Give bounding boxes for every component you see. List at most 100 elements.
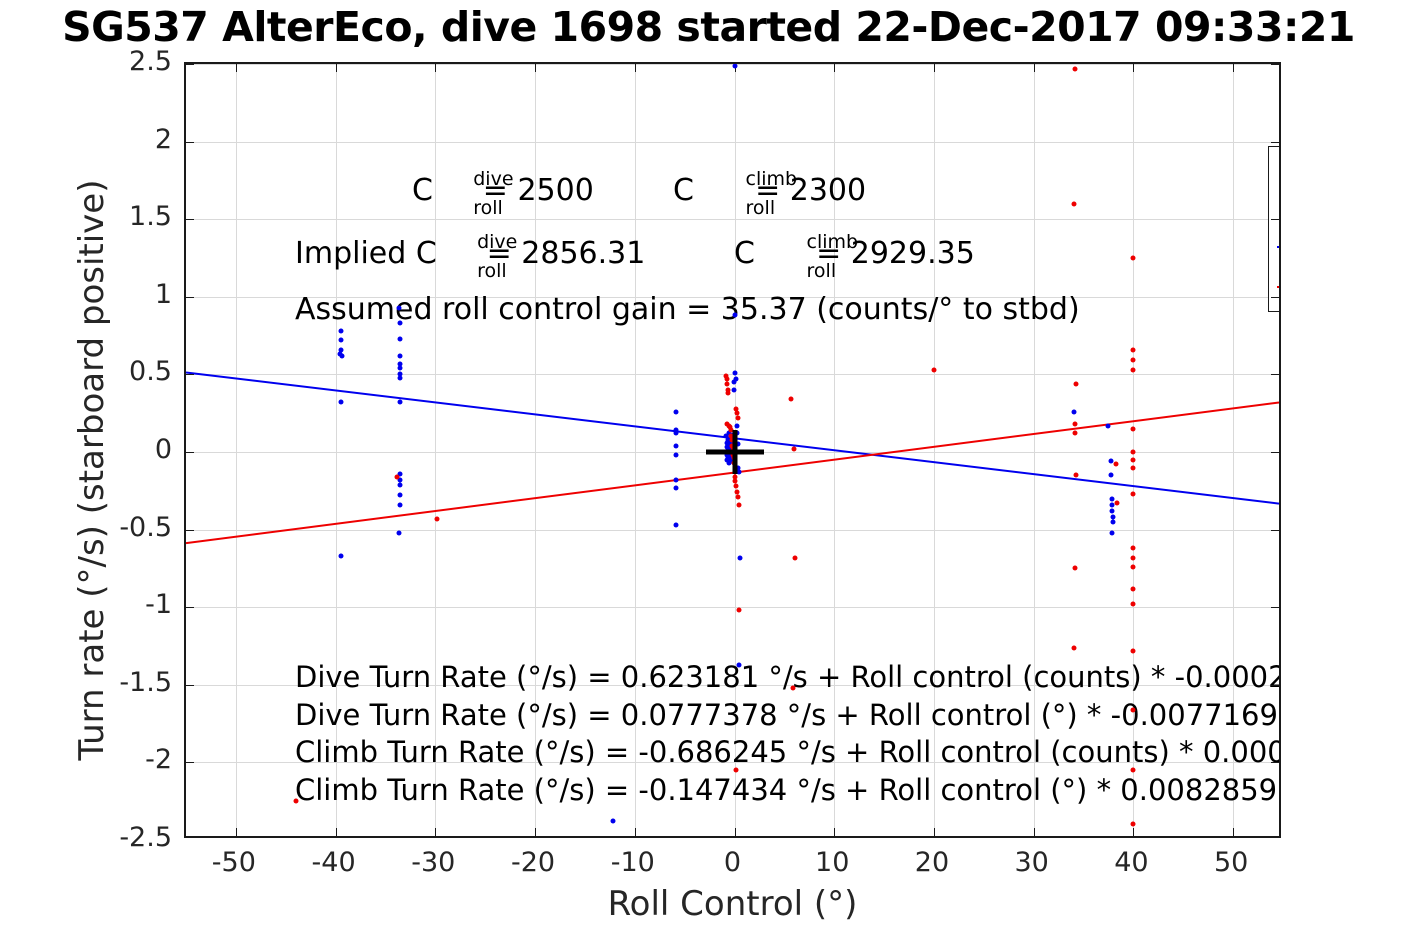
scatter-point-dive: [396, 305, 402, 311]
legend-marker-data2: [1269, 267, 1279, 307]
scatter-point-dive: [673, 522, 679, 528]
x-axis-tick: [335, 828, 337, 836]
scatter-point-climb: [725, 387, 731, 393]
x-axis-label: Roll Control (°): [607, 884, 858, 924]
x-axis-tick: [1133, 828, 1135, 836]
equation-climb-counts: Climb Turn Rate (°/s) = -0.686245 °/s + …: [295, 735, 1281, 769]
scatter-point-dive: [673, 443, 679, 449]
y-tick-label: -2.5: [119, 822, 172, 853]
legend-item-Climb[interactable]: Climb: [1269, 187, 1279, 227]
scatter-point-dive: [1108, 458, 1114, 464]
scatter-point-dive: [735, 441, 741, 447]
y-axis-tick: [1271, 684, 1279, 686]
legend-marker-data1: [1269, 227, 1279, 267]
scatter-point-climb: [1073, 472, 1079, 478]
gridline-vertical: [235, 64, 237, 836]
y-axis-tick: [1271, 374, 1279, 376]
x-axis-tick: [734, 828, 736, 836]
scatter-point-climb: [736, 607, 742, 613]
x-tick-label: 40: [1114, 847, 1149, 878]
annotation-croll-dive: Cdiverolldive = 2500: [412, 168, 594, 219]
scatter-point-climb: [732, 478, 738, 484]
scatter-point-dive: [673, 452, 679, 458]
y-tick-label: 1.5: [129, 201, 172, 233]
scatter-point-climb: [729, 443, 734, 449]
scatter-point-dive: [1110, 514, 1116, 520]
scatter-point-climb: [735, 494, 741, 500]
scatter-point-climb: [1130, 545, 1136, 551]
scatter-point-climb: [1130, 457, 1136, 463]
gridline-horizontal: [186, 296, 1279, 298]
equation-dive-counts: Dive Turn Rate (°/s) = 0.623181 °/s + Ro…: [295, 660, 1281, 694]
scatter-point-climb: [791, 446, 797, 452]
scatter-point-dive: [1109, 496, 1115, 502]
y-tick-label: 0: [154, 434, 172, 465]
scatter-point-dive: [734, 423, 740, 429]
annotation-implied-croll-dive: Implied Cdiverolldive = 2856.31: [295, 231, 646, 282]
x-axis-tick: [933, 828, 935, 836]
scatter-point-dive: [397, 477, 403, 483]
scatter-point-climb: [733, 483, 739, 489]
scatter-point-dive: [397, 371, 403, 377]
y-axis-tick: [1271, 141, 1279, 143]
scatter-point-dive: [338, 399, 344, 405]
scatter-point-dive: [397, 361, 403, 367]
y-axis-tick: [186, 529, 194, 531]
x-axis-tick: [834, 64, 836, 72]
y-axis-tick: [1271, 64, 1279, 65]
scatter-point-dive: [673, 427, 679, 433]
scatter-point-climb: [1130, 491, 1136, 497]
scatter-point-climb: [727, 424, 732, 430]
scatter-point-climb: [728, 433, 733, 439]
scatter-point-climb: [293, 798, 299, 804]
gridline-horizontal: [186, 219, 1279, 221]
scatter-point-dive: [338, 553, 344, 559]
scatter-point-dive: [729, 440, 734, 446]
y-axis-tick: [1271, 607, 1279, 609]
plot-axes: Cdiverolldive = 2500 Cclimbrollclimb = 2…: [184, 62, 1281, 838]
scatter-point-dive: [736, 662, 742, 668]
legend-item-data2[interactable]: data2: [1269, 267, 1279, 307]
y-axis-tick: [1271, 452, 1279, 453]
scatter-point-climb: [1072, 421, 1078, 427]
scatter-point-dive: [610, 818, 616, 824]
scatter-point-climb: [1073, 381, 1079, 387]
gridline-horizontal: [186, 684, 1279, 686]
y-axis-tick: [1271, 529, 1279, 531]
scatter-point-dive: [397, 399, 403, 405]
legend-item-Dive[interactable]: Dive: [1269, 147, 1279, 187]
scatter-point-climb: [1130, 601, 1136, 607]
scatter-point-climb: [1114, 500, 1120, 506]
scatter-point-climb: [724, 376, 730, 382]
x-axis-tick: [435, 64, 437, 72]
annotation-croll-climb: Cclimbrollclimb = 2300: [673, 168, 867, 219]
x-axis-tick: [1033, 828, 1035, 836]
scatter-point-dive: [732, 312, 737, 318]
scatter-point-dive: [338, 347, 344, 353]
scatter-point-climb: [1130, 465, 1136, 471]
y-tick-label: -1.5: [119, 666, 172, 698]
legend-item-data1[interactable]: data1: [1269, 227, 1279, 267]
scatter-point-dive: [338, 328, 344, 334]
scatter-point-climb: [1130, 586, 1136, 592]
legend-line-icon: [1277, 286, 1279, 288]
scatter-point-climb: [1113, 461, 1119, 467]
scatter-point-climb: [1072, 565, 1078, 571]
gridline-horizontal: [186, 762, 1279, 764]
scatter-point-climb: [1130, 821, 1136, 827]
annotation-implied-croll-climb: Cclimbrollclimb = 2929.35: [734, 231, 975, 282]
scatter-point-dive: [1109, 530, 1115, 536]
scatter-point-dive: [673, 409, 679, 415]
scatter-point-dive: [735, 465, 741, 471]
scatter-point-climb: [788, 396, 794, 402]
scatter-point-climb: [1072, 430, 1078, 436]
y-axis-tick: [186, 141, 194, 143]
x-tick-label: 20: [914, 847, 950, 878]
y-axis-tick: [186, 296, 194, 298]
scatter-point-climb: [1130, 347, 1136, 353]
annotation-gain: Assumed roll control gain = 35.37 (count…: [295, 292, 1080, 327]
x-tick-label: -50: [211, 847, 256, 878]
scatter-point-climb: [733, 767, 739, 773]
scatter-point-climb: [1071, 201, 1077, 207]
